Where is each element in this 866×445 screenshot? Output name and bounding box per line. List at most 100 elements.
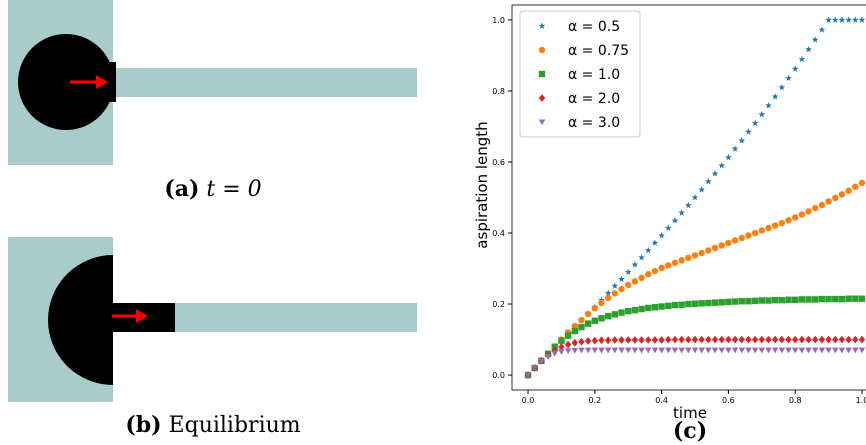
- data-point: [785, 347, 792, 354]
- data-point: [825, 16, 832, 23]
- data-point: [598, 299, 605, 307]
- data-point: [838, 191, 846, 198]
- data-point: [785, 296, 792, 303]
- data-point: [658, 303, 665, 310]
- data-point: [705, 247, 712, 254]
- panel-label: (a): [164, 176, 199, 202]
- data-point: [651, 347, 659, 354]
- data-point: [658, 336, 665, 344]
- data-point: [765, 297, 772, 304]
- data-point: [645, 347, 652, 354]
- data-point: [792, 347, 799, 354]
- data-point: [558, 343, 565, 351]
- data-point: [591, 347, 599, 354]
- data-point: [858, 179, 866, 187]
- data-point: [551, 346, 558, 355]
- data-point: [665, 262, 672, 269]
- data-point: [631, 278, 639, 285]
- data-point: [698, 300, 705, 307]
- data-point: [685, 300, 692, 308]
- data-point: [805, 347, 812, 354]
- data-point: [812, 296, 819, 303]
- data-point: [684, 201, 692, 209]
- data-point: [685, 347, 692, 354]
- chart-caption: (c): [673, 418, 707, 444]
- data-point: [758, 110, 766, 118]
- data-point: [765, 101, 772, 109]
- data-point: [738, 137, 746, 144]
- data-point: [645, 304, 652, 312]
- data-point: [745, 298, 752, 305]
- data-point: [758, 335, 766, 344]
- data-point: [718, 242, 725, 249]
- data-point: [611, 282, 619, 289]
- data-point: [678, 257, 685, 264]
- data-point: [685, 254, 692, 262]
- data-point: [658, 264, 665, 272]
- data-point: [678, 301, 685, 308]
- data-point: [838, 16, 846, 23]
- data-point: [771, 335, 779, 344]
- data-point: [711, 347, 719, 354]
- y-axis-label: aspiration length: [473, 121, 491, 248]
- y-tick-label: 0.2: [492, 300, 505, 309]
- data-point: [564, 332, 572, 339]
- y-tick-label: 0.6: [492, 158, 505, 167]
- data-point: [651, 239, 659, 246]
- data-point: [638, 336, 645, 344]
- data-point: [818, 295, 826, 303]
- data-point: [858, 295, 866, 302]
- data-point: [738, 335, 745, 344]
- data-point: [798, 211, 806, 218]
- data-point: [751, 297, 759, 305]
- data-point: [751, 347, 759, 354]
- data-point: [691, 335, 699, 344]
- data-point: [745, 347, 752, 354]
- data-point: [812, 335, 819, 344]
- data-point: [604, 336, 612, 345]
- data-point: [745, 128, 752, 135]
- data-point: [858, 347, 866, 354]
- data-point: [591, 336, 599, 345]
- data-point: [825, 198, 832, 205]
- data-point: [831, 16, 839, 23]
- data-point: [718, 299, 725, 306]
- data-point: [718, 335, 725, 344]
- data-point: [618, 347, 625, 354]
- data-point: [785, 217, 792, 224]
- data-point: [638, 274, 645, 281]
- data-point: [558, 349, 565, 355]
- data-point: [571, 338, 578, 347]
- data-point: [758, 297, 766, 304]
- data-point: [698, 347, 705, 354]
- data-point: [738, 298, 745, 305]
- data-point: [731, 145, 739, 152]
- data-point: [564, 340, 572, 349]
- data-point: [524, 372, 532, 379]
- data-point: [584, 320, 592, 327]
- data-point: [611, 290, 619, 297]
- data-point: [832, 194, 839, 202]
- x-axis-label: time: [673, 404, 707, 422]
- y-tick-label: 0.8: [492, 87, 505, 96]
- data-point: [604, 312, 612, 320]
- x-tick-label: 0.8: [789, 396, 802, 405]
- panel-b-caption: (b) Equilibrium: [125, 412, 300, 438]
- data-point: [852, 335, 859, 344]
- data-point: [584, 347, 592, 354]
- data-point: [771, 93, 779, 100]
- panel-a-image: [8, 0, 417, 165]
- panel-a-caption: (a) t = 0: [164, 176, 261, 202]
- data-point: [604, 289, 612, 296]
- axes-frame: [511, 4, 866, 391]
- data-point: [851, 16, 859, 23]
- data-point: [544, 354, 552, 360]
- data-point: [625, 307, 632, 315]
- data-point: [638, 305, 645, 313]
- data-point: [792, 296, 799, 303]
- data-point: [671, 301, 679, 309]
- data-point: [618, 309, 625, 316]
- data-point: [805, 296, 812, 303]
- data-point: [832, 295, 839, 303]
